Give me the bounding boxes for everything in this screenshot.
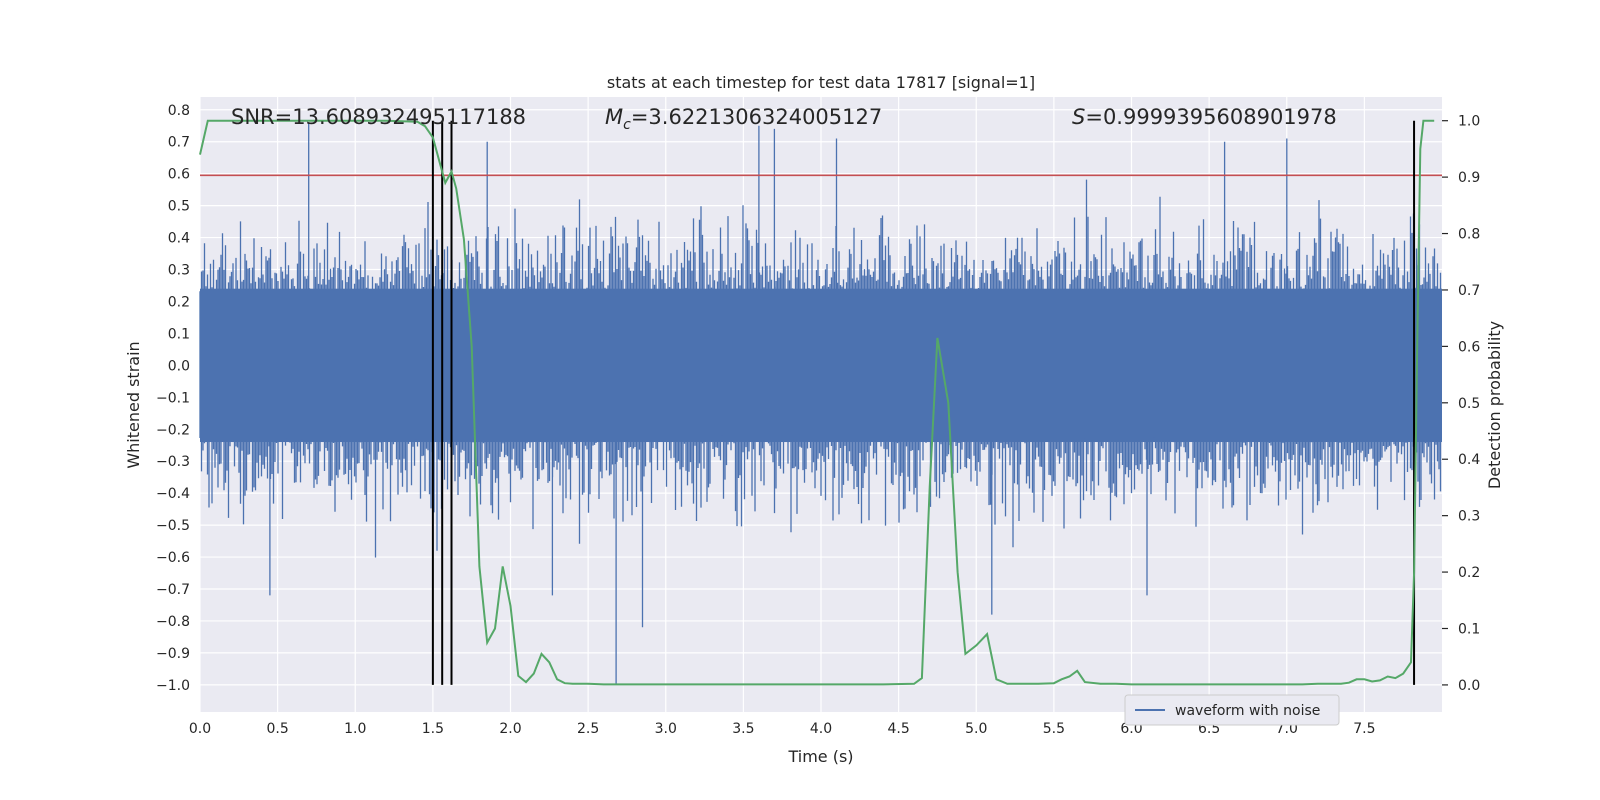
y-right-tick-label: 0.4 xyxy=(1458,452,1480,468)
x-tick-label: 7.5 xyxy=(1353,721,1375,737)
y-right-tick-label: 0.8 xyxy=(1458,227,1480,243)
y-left-tick-label: −0.8 xyxy=(156,614,190,630)
snr-annotation: SNR=13.608932495117188 xyxy=(231,105,526,129)
x-tick-label: 3.0 xyxy=(655,721,677,737)
y-right-tick-label: 1.0 xyxy=(1458,114,1480,130)
y-left-tick-label: 0.3 xyxy=(168,263,190,279)
y-right-axis-label: Detection probability xyxy=(1485,321,1504,489)
y-left-tick-label: −0.3 xyxy=(156,454,190,470)
x-tick-label: 4.0 xyxy=(810,721,832,737)
y-left-tick-label: 0.5 xyxy=(168,199,190,215)
x-tick-label: 5.5 xyxy=(1043,721,1065,737)
x-axis-label: Time (s) xyxy=(787,747,853,766)
y-right-tick-label: 0.6 xyxy=(1458,339,1480,355)
x-tick-label: 2.0 xyxy=(499,721,521,737)
y-left-tick-label: −0.1 xyxy=(156,390,190,406)
y-left-tick-label: 0.8 xyxy=(168,103,190,119)
y-left-tick-label: −0.2 xyxy=(156,422,190,438)
chirp-mass-symbol: M xyxy=(605,105,623,129)
y-right-axis-ticks: 1.0 0.9 0.8 0.7 0.6 0.5 0.4 0.3 0.2 0.1 0.0 xyxy=(1442,114,1480,694)
score-annotation: S=0.9999395608901978 xyxy=(1072,105,1337,129)
y-right-tick-label: 0.2 xyxy=(1458,565,1480,581)
y-left-tick-label: −0.5 xyxy=(156,518,190,534)
score-value: =0.9999395608901978 xyxy=(1085,105,1336,129)
y-right-tick-label: 0.3 xyxy=(1458,509,1480,525)
legend: waveform with noise xyxy=(1124,694,1340,726)
y-left-tick-label: 0.0 xyxy=(168,358,190,374)
waveform-series xyxy=(199,122,1442,685)
chirp-mass-subscript: c xyxy=(623,117,631,133)
x-tick-label: 5.0 xyxy=(965,721,987,737)
chirp-mass-annotation: Mc=3.6221306324005127 xyxy=(605,105,882,133)
y-left-axis-ticks: 0.8 0.7 0.6 0.5 0.4 0.3 0.2 0.1 0.0 −0.1 −0.2 −0.3 −… xyxy=(156,103,190,694)
y-right-tick-label: 0.0 xyxy=(1458,678,1480,694)
y-right-tick-label: 0.7 xyxy=(1458,283,1480,299)
x-tick-label: 4.5 xyxy=(887,721,909,737)
x-tick-label: 2.5 xyxy=(577,721,599,737)
y-left-tick-label: −0.9 xyxy=(156,646,190,662)
x-tick-label: 0.0 xyxy=(189,721,211,737)
waveform-line xyxy=(199,122,1442,685)
y-left-tick-label: 0.1 xyxy=(168,326,190,342)
chirp-mass-value: =3.6221306324005127 xyxy=(631,105,882,129)
y-right-tick-label: 0.5 xyxy=(1458,396,1480,412)
score-symbol: S xyxy=(1072,105,1085,129)
y-left-tick-label: −0.4 xyxy=(156,486,190,502)
x-tick-label: 0.5 xyxy=(266,721,288,737)
detection-probability-line xyxy=(199,119,1435,686)
y-left-tick-label: 0.6 xyxy=(168,167,190,183)
y-left-axis-label: Whitened strain xyxy=(124,341,143,468)
y-right-tick-label: 0.9 xyxy=(1458,170,1480,186)
y-left-tick-label: −0.7 xyxy=(156,582,190,598)
legend-label: waveform with noise xyxy=(1175,703,1320,719)
legend-box xyxy=(1124,694,1340,726)
vertical-markers xyxy=(431,120,1416,685)
x-tick-label: 3.5 xyxy=(732,721,754,737)
y-left-tick-label: 0.4 xyxy=(168,231,190,247)
y-right-tick-label: 0.1 xyxy=(1458,621,1480,637)
y-left-tick-label: −0.6 xyxy=(156,550,190,566)
x-tick-label: 1.0 xyxy=(344,721,366,737)
x-tick-label: 1.5 xyxy=(422,721,444,737)
y-left-tick-label: −1.0 xyxy=(156,678,190,694)
y-left-tick-label: 0.2 xyxy=(168,294,190,310)
chart-title: stats at each timestep for test data 178… xyxy=(607,73,1035,92)
y-left-tick-label: 0.7 xyxy=(168,135,190,151)
